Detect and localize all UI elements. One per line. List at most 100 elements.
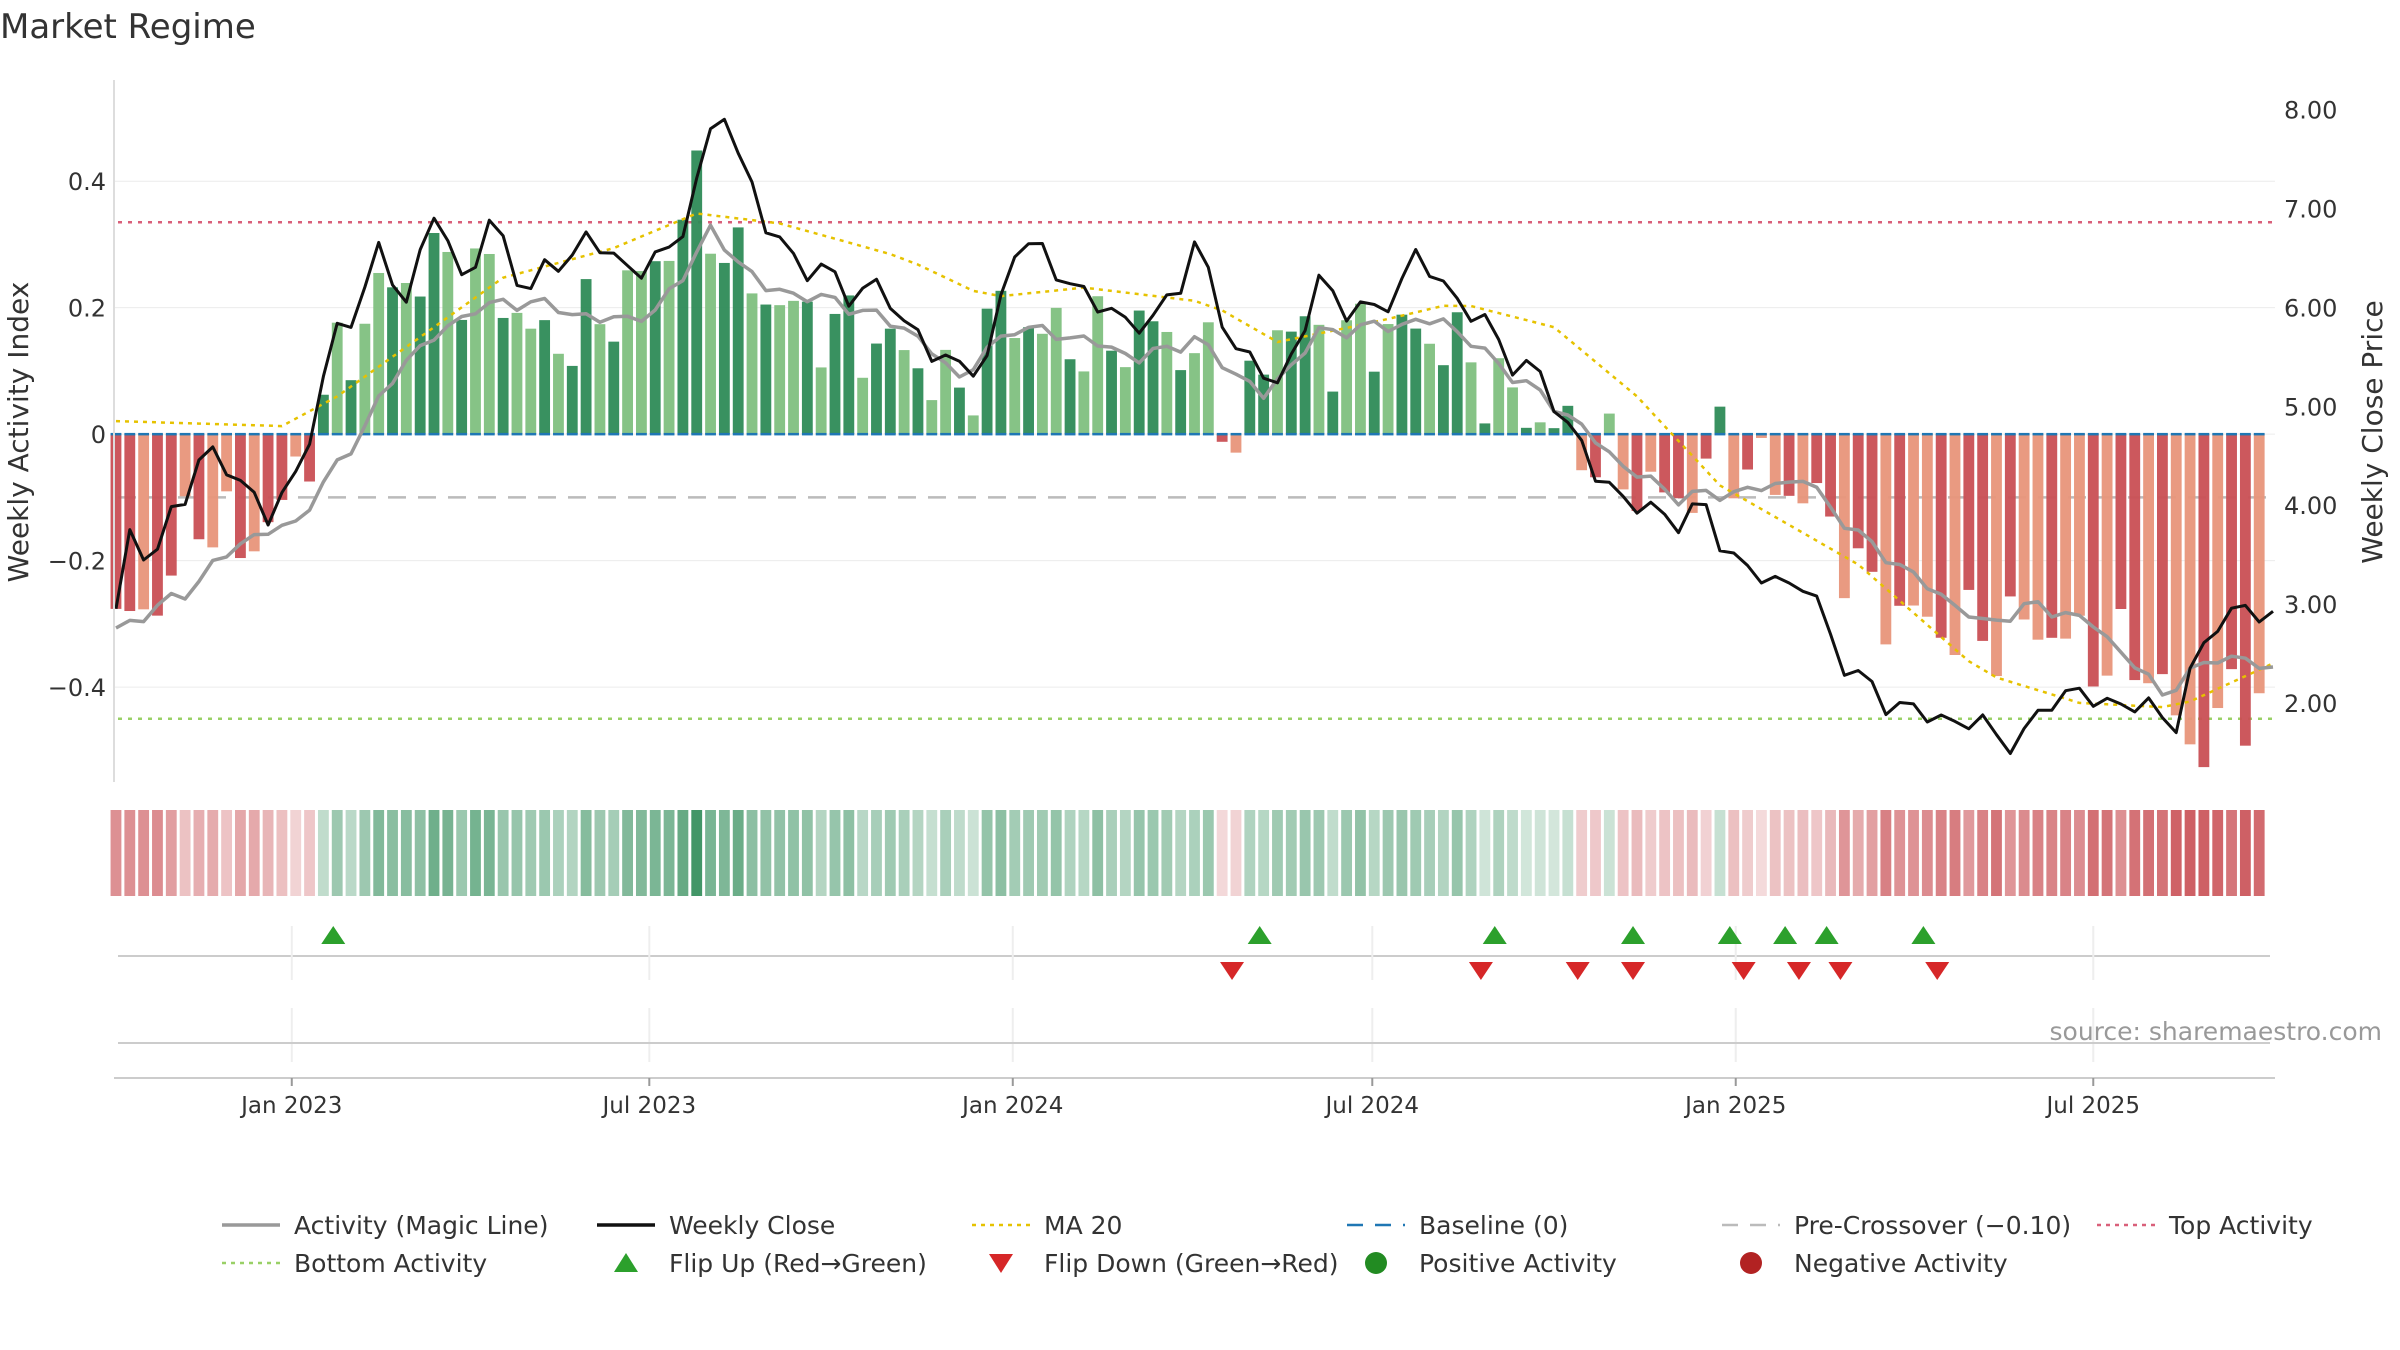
activity-bar — [1562, 405, 1574, 435]
legend-label: Flip Up (Red→Green) — [669, 1249, 927, 1278]
regime-strip-cell — [1548, 810, 1560, 896]
regime-strip-cell — [1617, 810, 1629, 896]
activity-bar — [1479, 423, 1491, 435]
activity-bar — [359, 323, 371, 435]
regime-strip-cell — [857, 810, 869, 896]
activity-bar — [262, 434, 274, 523]
legend-item: Flip Up (Red→Green) — [614, 1249, 927, 1278]
activity-bar — [635, 271, 647, 435]
activity-bar — [511, 312, 523, 435]
activity-bar — [1617, 434, 1629, 490]
activity-bar — [1935, 434, 1947, 638]
activity-bar — [2074, 434, 2085, 616]
regime-strip-cell — [1382, 810, 1394, 896]
regime-strip-cell — [276, 810, 288, 896]
activity-bar — [1368, 371, 1380, 435]
activity-bar — [138, 434, 150, 610]
activity-bar — [387, 287, 398, 435]
regime-strip-cell — [926, 810, 938, 896]
regime-strip-cell — [2074, 810, 2085, 896]
activity-bar — [1991, 434, 2002, 677]
activity-bar — [1341, 320, 1353, 435]
flip-down-marker — [1468, 962, 1493, 980]
regime-strip-cell — [1396, 810, 1408, 896]
legend-item: Bottom Activity — [222, 1249, 487, 1278]
activity-bar — [1023, 327, 1034, 435]
activity-bar — [1631, 434, 1643, 511]
regime-strip-cell — [898, 810, 910, 896]
activity-bar — [677, 219, 689, 435]
activity-bar — [608, 341, 620, 435]
regime-strip-cell — [414, 810, 426, 896]
activity-bar — [705, 253, 716, 435]
activity-bar — [760, 304, 772, 435]
activity-bar — [1852, 434, 1864, 549]
regime-strip-cell — [1991, 810, 2002, 896]
activity-bar — [1825, 434, 1836, 517]
left-tick-label: −0.2 — [48, 548, 106, 576]
activity-bar — [622, 270, 633, 435]
activity-bar — [1327, 391, 1339, 435]
activity-bar — [2239, 434, 2251, 746]
regime-strip-cell — [1921, 810, 1933, 896]
activity-bar — [553, 353, 564, 435]
legend-label: Bottom Activity — [294, 1249, 487, 1278]
regime-strip-cell — [1368, 810, 1380, 896]
flip-up-marker — [1482, 926, 1507, 944]
activity-bar — [912, 368, 924, 435]
activity-bar — [1078, 371, 1090, 435]
activity-bar — [1686, 434, 1698, 513]
regime-strip-cell — [1424, 810, 1435, 896]
activity-bar — [2156, 434, 2168, 675]
legend-item: Weekly Close — [597, 1211, 835, 1240]
activity-bar — [691, 150, 703, 435]
regime-strip-cell — [1769, 810, 1781, 896]
activity-bar — [1866, 434, 1878, 572]
legend-item: Activity (Magic Line) — [222, 1211, 548, 1240]
activity-bar — [926, 400, 938, 435]
activity-bar — [2004, 434, 2016, 597]
regime-strip-cell — [1479, 810, 1491, 896]
left-tick-label: 0.4 — [68, 168, 106, 196]
regime-strip-cell — [1189, 810, 1200, 896]
regime-strip-cell — [152, 810, 163, 896]
activity-bar — [1009, 338, 1021, 435]
regime-strip-cell — [594, 810, 606, 896]
regime-strip-cell — [635, 810, 647, 896]
activity-bar — [1908, 434, 1919, 606]
x-axis: Jan 2023 Jul 2023 Jan 2024 Jul 2024 Jan 2025… — [239, 1078, 2140, 1119]
activity-bar — [898, 350, 910, 435]
activity-bar — [193, 434, 205, 540]
flip-down-marker — [1220, 962, 1245, 980]
regime-strip-cell — [2004, 810, 2016, 896]
regime-strip-cell — [1341, 810, 1353, 896]
activity-bar — [746, 293, 758, 435]
activity-bar — [1493, 358, 1505, 435]
regime-strip-cell — [760, 810, 772, 896]
regime-strip-cell — [622, 810, 633, 896]
legend-label: Flip Down (Green→Red) — [1044, 1249, 1339, 1278]
regime-strip-cell — [912, 810, 924, 896]
activity-bar — [2212, 434, 2224, 709]
activity-bar — [1299, 316, 1311, 435]
right-tick-label: 4.00 — [2284, 492, 2337, 520]
main-panel: 0.4 0.2 0 −0.2 −0.4 8.00 7.00 6.00 5.00 4.00 3.00… — [2, 80, 2389, 782]
activity-bar — [2253, 434, 2265, 694]
activity-bar — [2226, 434, 2237, 670]
activity-bar — [815, 367, 827, 435]
activity-bar — [1451, 312, 1463, 435]
flip-up-marker — [1621, 926, 1646, 944]
activity-bar — [1244, 360, 1256, 435]
regime-strip-cell — [2170, 810, 2182, 896]
activity-bar — [2018, 434, 2030, 620]
regime-strip-cell — [1092, 810, 1104, 896]
activity-bar — [1133, 310, 1145, 435]
regime-strip-cell — [193, 810, 205, 896]
regime-strip-cell — [746, 810, 758, 896]
regime-strip-cell — [456, 810, 468, 896]
regime-strip-cell — [138, 810, 150, 896]
regime-strip-cell — [705, 810, 716, 896]
flip-up-marker — [1911, 926, 1936, 944]
activity-bar — [1258, 374, 1270, 435]
regime-strip-cell — [954, 810, 965, 896]
